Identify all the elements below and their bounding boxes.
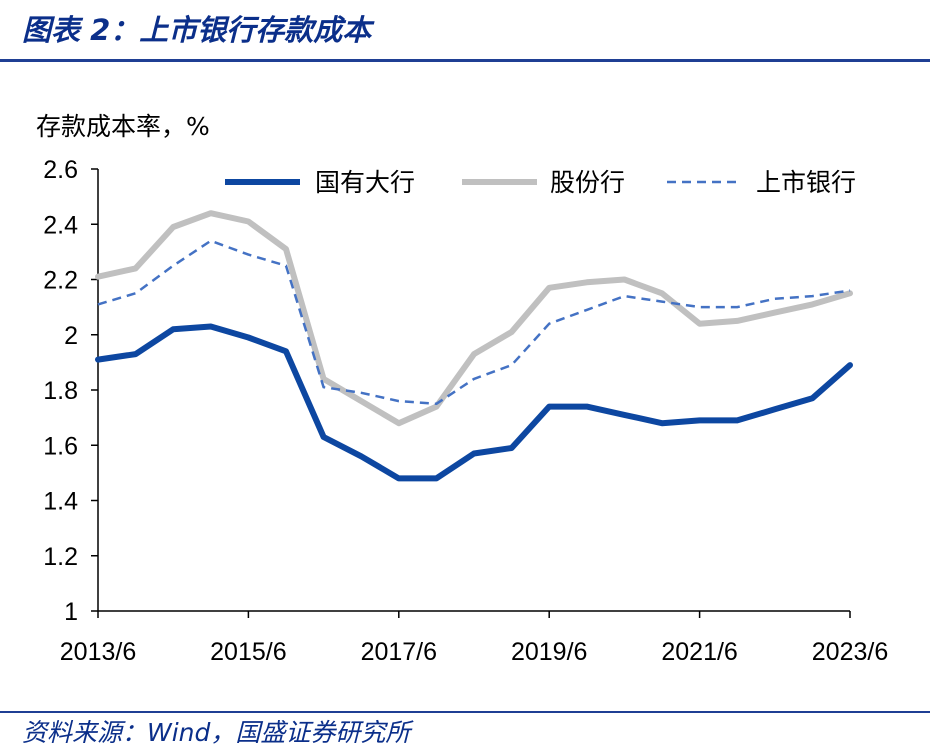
x-tick-label: 2019/6 bbox=[511, 638, 587, 666]
legend: 国有大行 股份行 上市银行 bbox=[225, 168, 856, 197]
y-tick-label: 1 bbox=[64, 598, 78, 626]
x-tick-label: 2013/6 bbox=[60, 638, 136, 666]
series-line bbox=[95, 210, 853, 427]
figure-title: 图表 2：上市银行存款成本 bbox=[22, 13, 372, 47]
x-tick-label: 2021/6 bbox=[661, 638, 737, 666]
y-tick-label: 1.2 bbox=[43, 543, 78, 571]
axes: 1 1.2 1.4 1.6 1.8 2 2.2 2.4 2.6 2013/6 2015/6 2017/… bbox=[43, 156, 888, 666]
series-lines bbox=[95, 210, 853, 482]
x-tick-label: 2023/6 bbox=[812, 638, 888, 666]
y-tick-label: 2.2 bbox=[43, 267, 78, 295]
y-tick-label: 1.4 bbox=[43, 488, 78, 516]
y-tick-label: 1.8 bbox=[43, 377, 78, 405]
source-note: 资料来源：Wind，国盛证券研究所 bbox=[22, 718, 411, 747]
y-tick-label: 2.4 bbox=[43, 211, 78, 239]
y-tick-label: 2.6 bbox=[43, 156, 78, 184]
legend-label: 国有大行 bbox=[315, 168, 415, 197]
x-tick-label: 2015/6 bbox=[210, 638, 286, 666]
y-axis-label: 存款成本率，% bbox=[36, 112, 210, 141]
legend-label: 上市银行 bbox=[756, 168, 856, 197]
series-line bbox=[97, 239, 851, 406]
title-divider bbox=[0, 59, 930, 62]
y-tick-label: 1.6 bbox=[43, 432, 78, 460]
source-divider bbox=[0, 711, 930, 713]
series-line bbox=[95, 323, 853, 482]
y-tick-label: 2 bbox=[64, 322, 78, 350]
legend-label: 股份行 bbox=[550, 168, 625, 197]
x-tick-label: 2017/6 bbox=[361, 638, 437, 666]
